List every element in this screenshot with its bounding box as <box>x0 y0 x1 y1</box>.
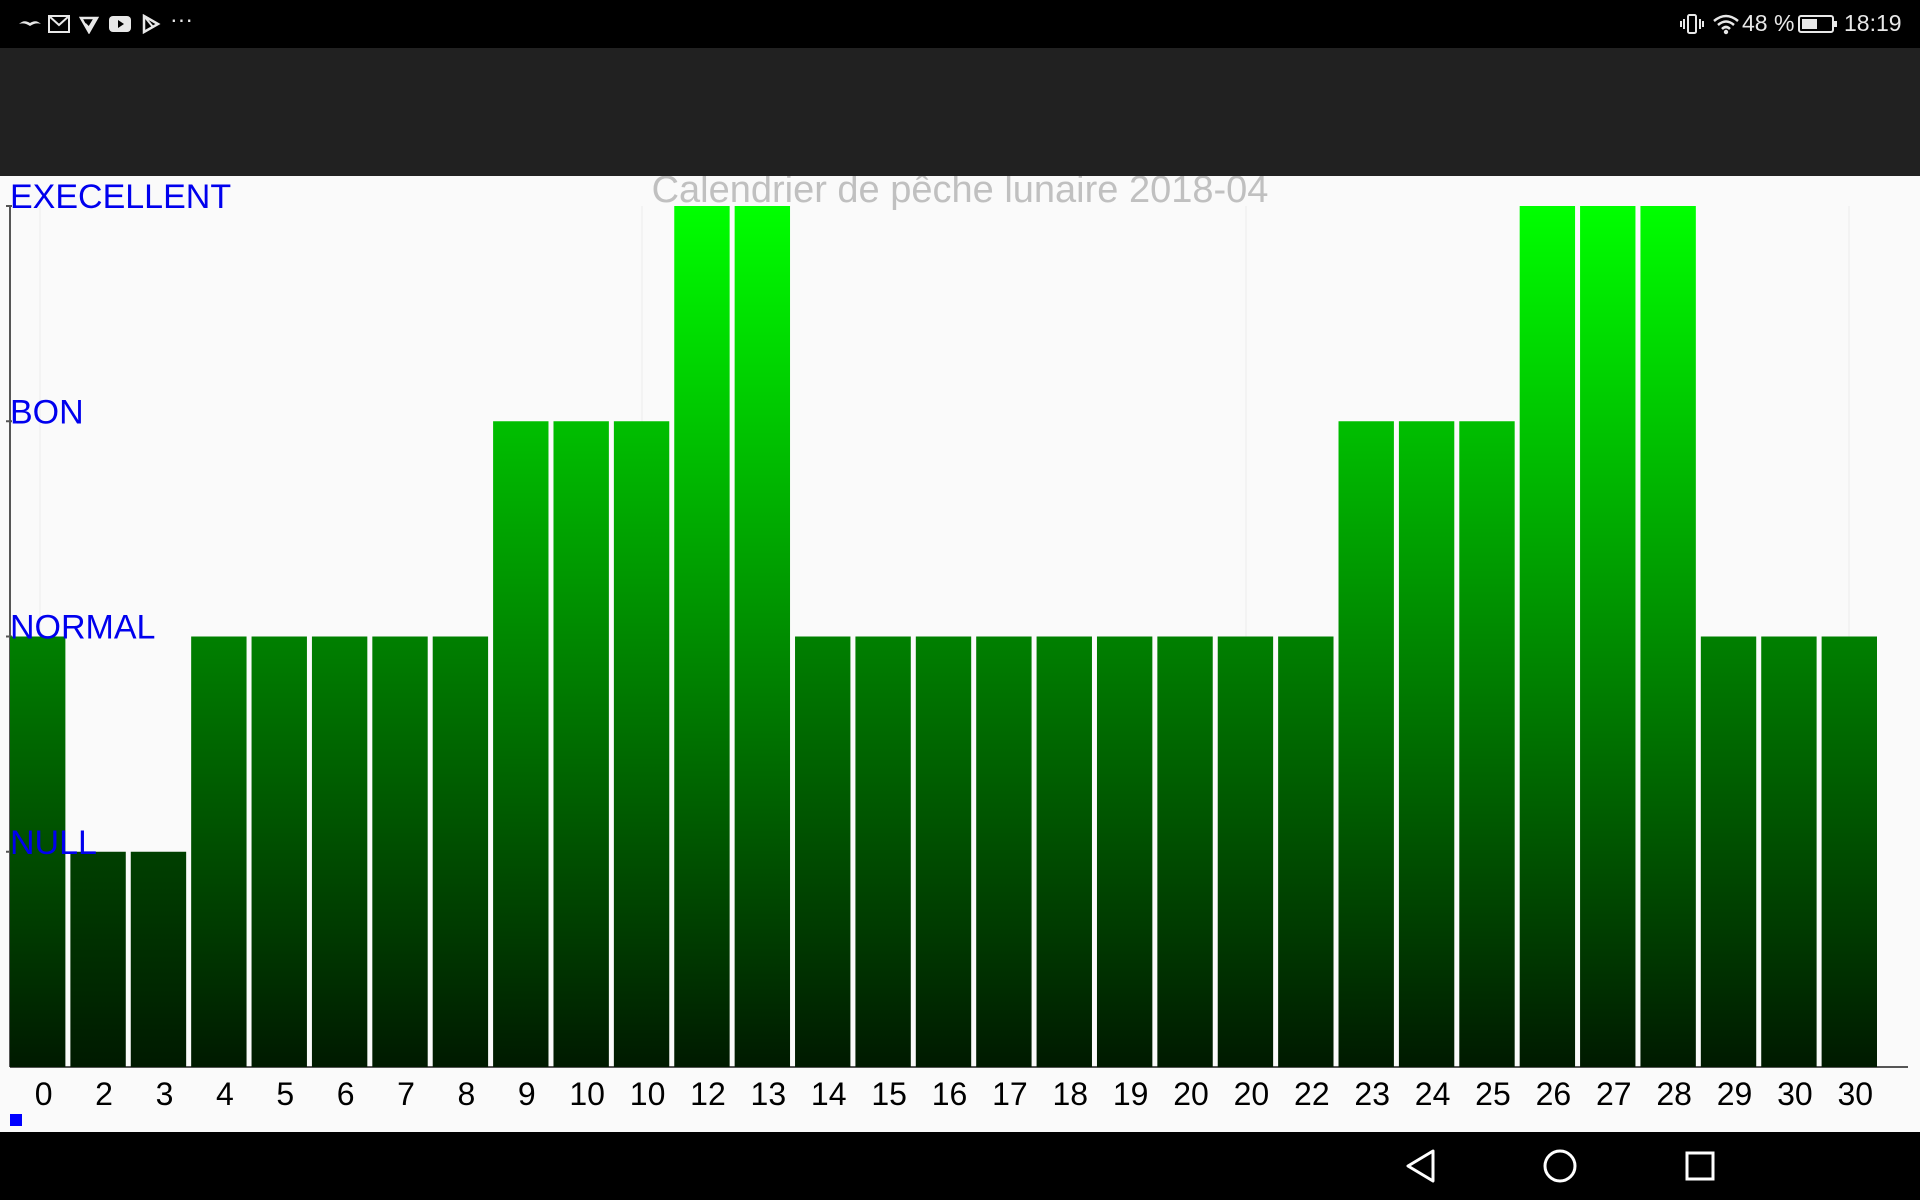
battery-percent: 48 % <box>1742 10 1795 36</box>
x-tick-label: 29 <box>1717 1076 1753 1112</box>
x-tick-label: 3 <box>156 1076 174 1112</box>
x-tick-label: 30 <box>1777 1076 1813 1112</box>
bird-icon <box>18 12 42 36</box>
bar <box>311 636 368 1067</box>
y-tick-label: NULL <box>10 824 97 862</box>
vibrate-icon <box>1680 12 1704 36</box>
bar <box>1700 636 1757 1067</box>
bar <box>553 421 609 1067</box>
bar <box>1459 421 1515 1067</box>
bar <box>432 636 489 1067</box>
x-tick-label: 16 <box>932 1076 968 1112</box>
x-tick-label: 25 <box>1475 1076 1511 1112</box>
bar <box>251 636 307 1067</box>
bar <box>1761 636 1817 1067</box>
app-bar <box>0 48 1920 176</box>
bar <box>10 636 66 1067</box>
status-bar: ··· 48 % 18:19 <box>0 0 1920 48</box>
y-tick-label: BON <box>10 393 84 431</box>
bar <box>1640 206 1696 1067</box>
bar <box>1036 636 1092 1067</box>
back-icon[interactable] <box>1390 1142 1450 1190</box>
play-store-icon <box>140 12 162 36</box>
bar <box>976 636 1032 1067</box>
bar <box>1580 206 1636 1067</box>
x-tick-label: 18 <box>1052 1076 1088 1112</box>
x-tick-label: 15 <box>871 1076 907 1112</box>
bar <box>1278 636 1334 1067</box>
bar <box>130 851 187 1067</box>
bar <box>1217 636 1274 1067</box>
x-tick-label: 27 <box>1596 1076 1632 1112</box>
x-tick-label: 26 <box>1536 1076 1572 1112</box>
bar <box>372 636 428 1067</box>
bar <box>613 421 670 1067</box>
more-notifications-icon: ··· <box>170 6 193 32</box>
legend-marker <box>10 1114 22 1126</box>
x-tick-label: 19 <box>1113 1076 1149 1112</box>
x-tick-label: 10 <box>630 1076 666 1112</box>
bar <box>1338 421 1394 1067</box>
bar <box>915 636 972 1067</box>
recents-icon[interactable] <box>1670 1142 1730 1190</box>
bar <box>1096 636 1153 1067</box>
x-tick-label: 13 <box>751 1076 787 1112</box>
x-tick-label: 22 <box>1294 1076 1330 1112</box>
x-tick-label: 30 <box>1838 1076 1874 1112</box>
x-tick-label: 20 <box>1173 1076 1209 1112</box>
x-tick-label: 6 <box>337 1076 355 1112</box>
x-tick-label: 10 <box>569 1076 605 1112</box>
delivery-icon <box>78 12 100 36</box>
bar <box>70 851 126 1067</box>
x-tick-label: 20 <box>1234 1076 1270 1112</box>
bar <box>855 636 911 1067</box>
x-tick-label: 2 <box>95 1076 113 1112</box>
bar <box>674 206 730 1067</box>
x-tick-label: 0 <box>35 1076 53 1112</box>
bar <box>493 421 549 1067</box>
wifi-icon <box>1712 12 1740 36</box>
navigation-bar <box>0 1132 1920 1200</box>
x-tick-label: 5 <box>276 1076 294 1112</box>
bar <box>1519 206 1576 1067</box>
x-tick-label: 9 <box>518 1076 536 1112</box>
y-tick-label: EXECELLENT <box>10 178 231 216</box>
bar <box>795 636 851 1067</box>
x-tick-label: 4 <box>216 1076 234 1112</box>
bar <box>1157 636 1213 1067</box>
bar <box>1398 421 1455 1067</box>
y-tick-label: NORMAL <box>10 609 155 647</box>
x-tick-label: 17 <box>992 1076 1028 1112</box>
bar <box>734 206 791 1067</box>
battery-icon <box>1798 12 1838 36</box>
x-tick-label: 28 <box>1656 1076 1692 1112</box>
x-tick-label: 24 <box>1415 1076 1451 1112</box>
chart-area: NULL NORMAL BON EXECELLENT 0 2 3 4 5 6 7 8 9 10 10 12 1… <box>0 176 1920 1132</box>
x-tick-label: 12 <box>690 1076 726 1112</box>
gmail-icon <box>48 12 70 36</box>
bar <box>1821 636 1877 1067</box>
x-tick-label: 23 <box>1354 1076 1390 1112</box>
bar <box>191 636 247 1067</box>
x-tick-label: 14 <box>811 1076 847 1112</box>
x-tick-label: 7 <box>397 1076 415 1112</box>
x-tick-label: 8 <box>458 1076 476 1112</box>
clock: 18:19 <box>1844 10 1902 36</box>
home-icon[interactable] <box>1530 1142 1590 1190</box>
chart-title: Calendrier de pêche lunaire 2018-04 <box>652 176 1269 211</box>
youtube-icon <box>108 12 132 36</box>
